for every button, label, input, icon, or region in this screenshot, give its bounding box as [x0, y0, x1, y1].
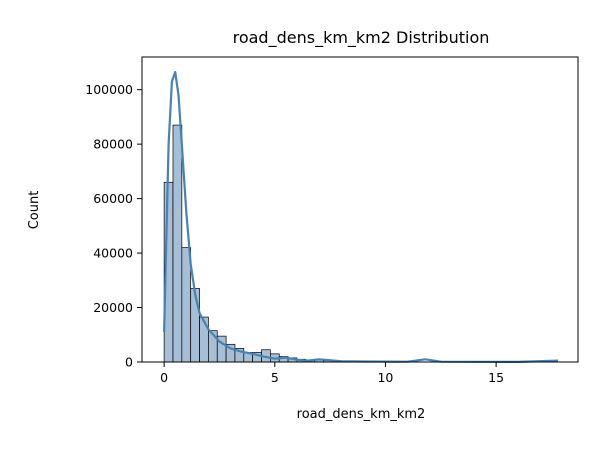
x-tick-label: 0	[160, 370, 168, 385]
y-axis-label: Count	[27, 191, 42, 230]
histogram-bar	[172, 124, 183, 363]
x-tick-label: 15	[488, 370, 504, 385]
y-axis: 0 20000 40000 60000 80000 100000	[85, 82, 142, 370]
y-tick-label: 20000	[93, 300, 133, 315]
histogram-bars	[163, 124, 563, 363]
x-tick-label: 5	[271, 370, 279, 385]
chart-title: road_dens_km_km2 Distribution	[233, 28, 490, 48]
y-tick-label: 100000	[85, 82, 133, 97]
histogram-bar	[181, 247, 192, 363]
y-tick-label: 80000	[93, 137, 133, 152]
y-tick-label: 60000	[93, 191, 133, 206]
y-tick-label: 40000	[93, 246, 133, 261]
histogram-bar	[199, 316, 209, 363]
plot-frame	[141, 56, 579, 363]
x-axis: 0 5 10 15	[160, 362, 504, 385]
kde-line	[163, 70, 559, 363]
x-tick-label: 10	[377, 370, 393, 385]
y-tick-label: 0	[125, 355, 133, 370]
histogram-bar	[190, 288, 200, 363]
x-axis-label: road_dens_km_km2	[297, 407, 426, 422]
